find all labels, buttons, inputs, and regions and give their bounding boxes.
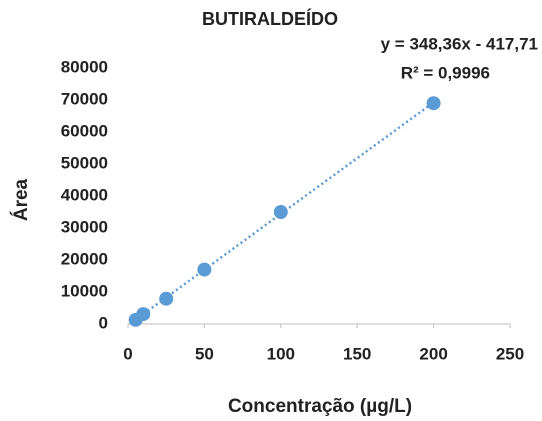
chart-title: BUTIRALDEÍDO <box>202 8 338 29</box>
data-point <box>159 291 174 306</box>
x-tick-label: 100 <box>267 344 295 363</box>
x-tick-label: 250 <box>496 344 524 363</box>
y-tick-label: 20000 <box>61 249 108 268</box>
data-point <box>426 96 441 111</box>
y-tick-label: 10000 <box>61 281 108 300</box>
x-axis-label: Concentração (µg/L) <box>228 396 412 417</box>
trendline <box>134 101 435 321</box>
y-tick-label: 0 <box>99 313 108 332</box>
x-tick-label: 0 <box>123 344 132 363</box>
x-tick-label: 50 <box>195 344 214 363</box>
data-point <box>273 205 288 219</box>
y-tick-label: 80000 <box>61 57 108 76</box>
data-point <box>136 307 151 322</box>
x-tick-label: 150 <box>343 344 371 363</box>
y-tick-label: 40000 <box>61 185 108 204</box>
equation: y = 348,36x - 417,71 <box>381 34 538 53</box>
y-axis-label: Área <box>10 178 32 221</box>
y-tick-label: 50000 <box>61 153 108 172</box>
y-tick-label: 30000 <box>61 217 108 236</box>
r-squared: R² = 0,9996 <box>401 63 490 82</box>
x-tick-label: 200 <box>419 344 447 363</box>
y-tick-label: 70000 <box>61 89 108 108</box>
data-point <box>197 262 212 277</box>
y-tick-label: 60000 <box>61 121 108 140</box>
